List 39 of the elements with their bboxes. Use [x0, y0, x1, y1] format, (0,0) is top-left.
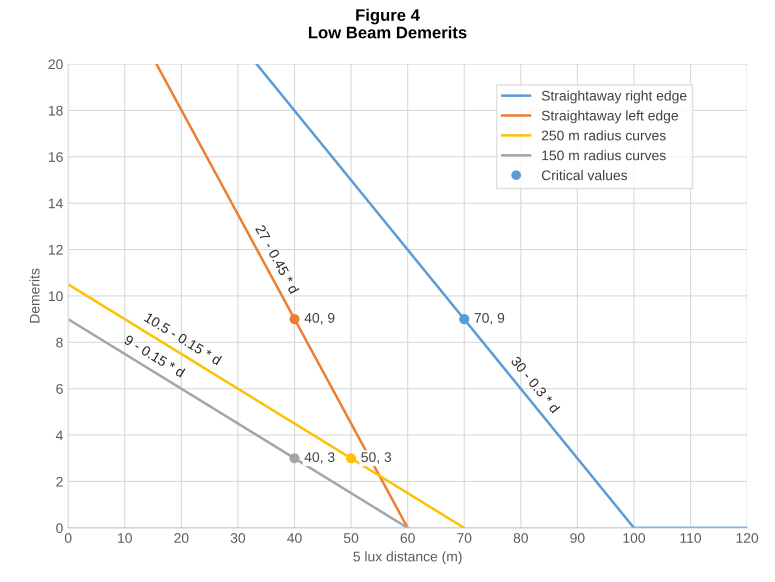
y-tick-label: 12: [48, 244, 63, 255]
annotation: 40, 3: [304, 452, 334, 464]
y-tick-label: 18: [48, 106, 63, 116]
annotation: 70, 9: [474, 313, 504, 325]
y-tick-label: 0: [56, 523, 63, 534]
x-tick-label: 60: [400, 533, 415, 543]
y-tick-label: 14: [48, 198, 63, 208]
x-tick-label: 120: [736, 533, 758, 543]
y-tick-label: 20: [48, 59, 63, 70]
legend-label: 150 m radius curves: [542, 150, 666, 160]
y-tick-label: 10: [48, 291, 63, 302]
x-tick-label: 70: [457, 533, 472, 543]
y-tick-label: 4: [56, 430, 63, 440]
x-tick-label: 110: [680, 533, 702, 543]
y-axis-title: Demerits: [29, 268, 40, 323]
x-tick-label: 20: [174, 533, 189, 543]
chart-subtitle: Low Beam Demerits: [308, 26, 466, 38]
x-tick-label: 30: [230, 533, 246, 543]
annotation: 27 - 0.45 * d: [255, 224, 300, 294]
x-tick-label: 80: [514, 533, 528, 543]
legend-label: Straightaway right edge: [542, 90, 686, 104]
legend-label: Straightaway left edge: [542, 110, 678, 124]
y-tick-label: 16: [48, 152, 63, 162]
annotation: 40, 9: [304, 313, 334, 325]
y-tick-label: 6: [56, 384, 63, 394]
x-tick-label: 90: [570, 533, 585, 543]
legend-label: Critical values: [542, 170, 628, 180]
y-tick-label: 2: [56, 476, 63, 487]
annotation: 30 - 0.3 * d: [510, 355, 560, 414]
x-axis-title: 5 lux distance (m): [353, 551, 462, 564]
x-tick-label: 100: [623, 533, 645, 543]
x-tick-label: 10: [118, 533, 132, 543]
annotation: 50, 3: [361, 452, 392, 464]
chart-title: Figure 4: [356, 8, 420, 24]
x-tick-label: 40: [287, 533, 302, 543]
x-tick-label: 0: [64, 533, 72, 543]
legend-label: 250 m radius curves: [542, 130, 666, 140]
y-tick-label: 8: [56, 338, 63, 348]
x-tick-label: 50: [344, 533, 358, 543]
